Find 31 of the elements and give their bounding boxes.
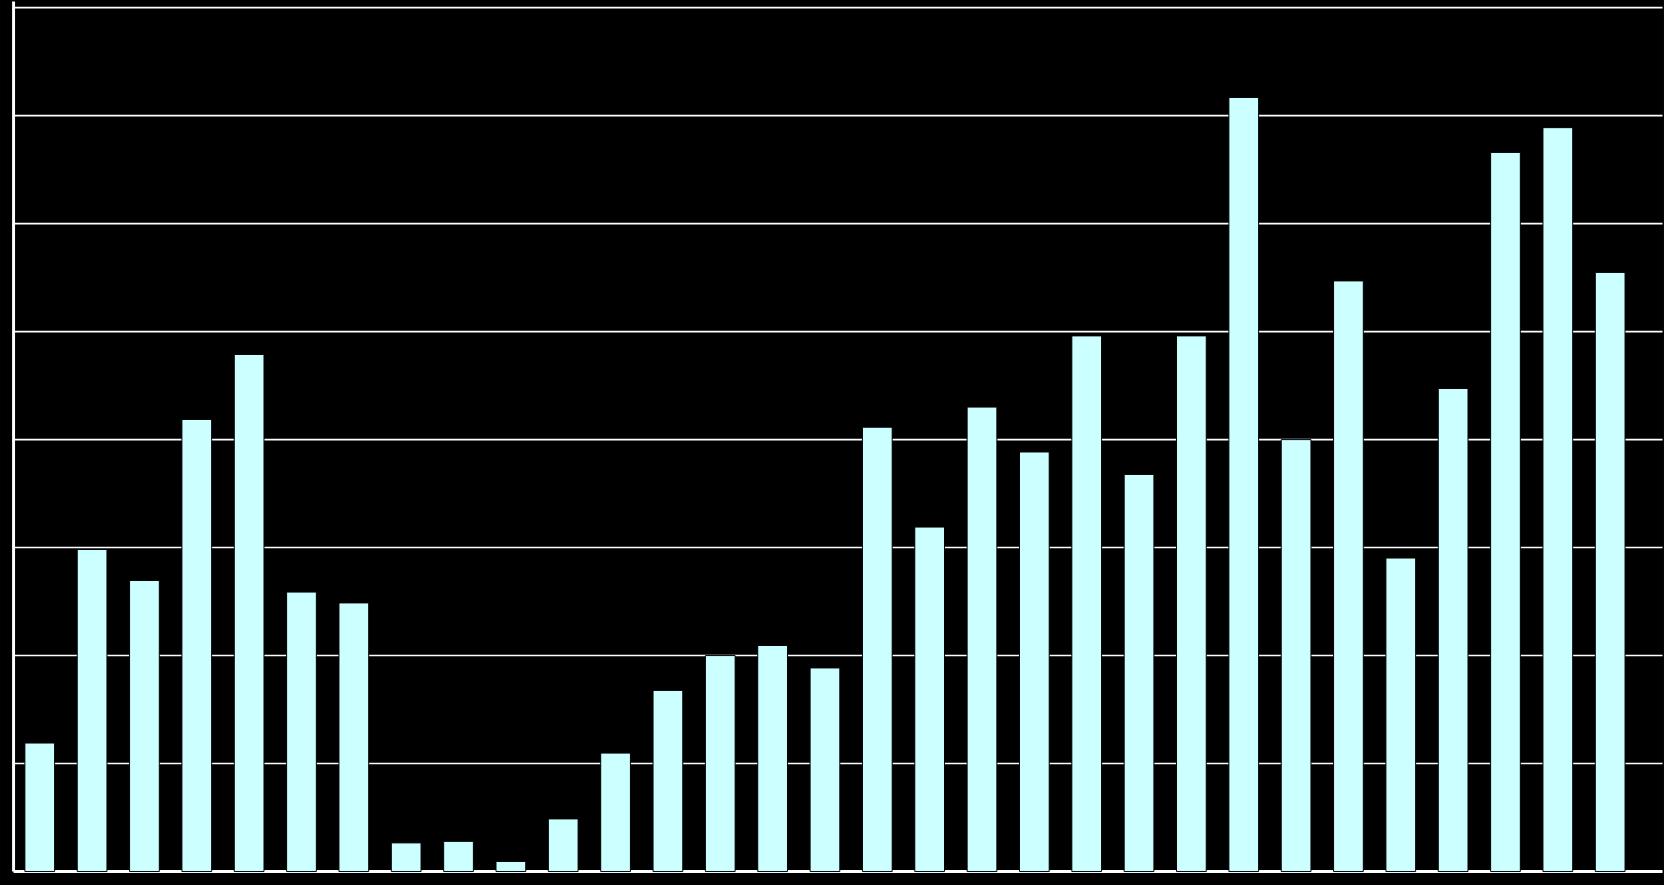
bar xyxy=(914,527,946,873)
bar xyxy=(390,842,422,873)
bar xyxy=(76,549,108,873)
bar xyxy=(600,753,631,873)
bar xyxy=(129,580,160,873)
bar xyxy=(1333,280,1364,873)
bar xyxy=(1176,335,1207,873)
bar xyxy=(495,861,527,873)
bar xyxy=(1018,451,1050,873)
bar xyxy=(181,419,213,873)
bar xyxy=(547,818,579,873)
bar xyxy=(443,841,474,873)
bar xyxy=(1123,474,1155,873)
bar xyxy=(1385,557,1417,873)
bar xyxy=(704,655,736,873)
bar xyxy=(1228,97,1260,873)
bar xyxy=(338,602,370,873)
bar xyxy=(1490,152,1521,873)
bar xyxy=(1594,272,1626,873)
bar xyxy=(1542,127,1574,873)
bar xyxy=(286,592,317,873)
bar xyxy=(233,354,265,873)
bar xyxy=(966,407,998,873)
bar xyxy=(861,427,893,873)
bar xyxy=(1437,388,1469,873)
bar xyxy=(1280,439,1312,873)
bar xyxy=(809,667,841,873)
bar xyxy=(757,645,788,873)
bar xyxy=(1071,335,1103,873)
bar xyxy=(652,690,684,873)
bar xyxy=(24,742,56,873)
